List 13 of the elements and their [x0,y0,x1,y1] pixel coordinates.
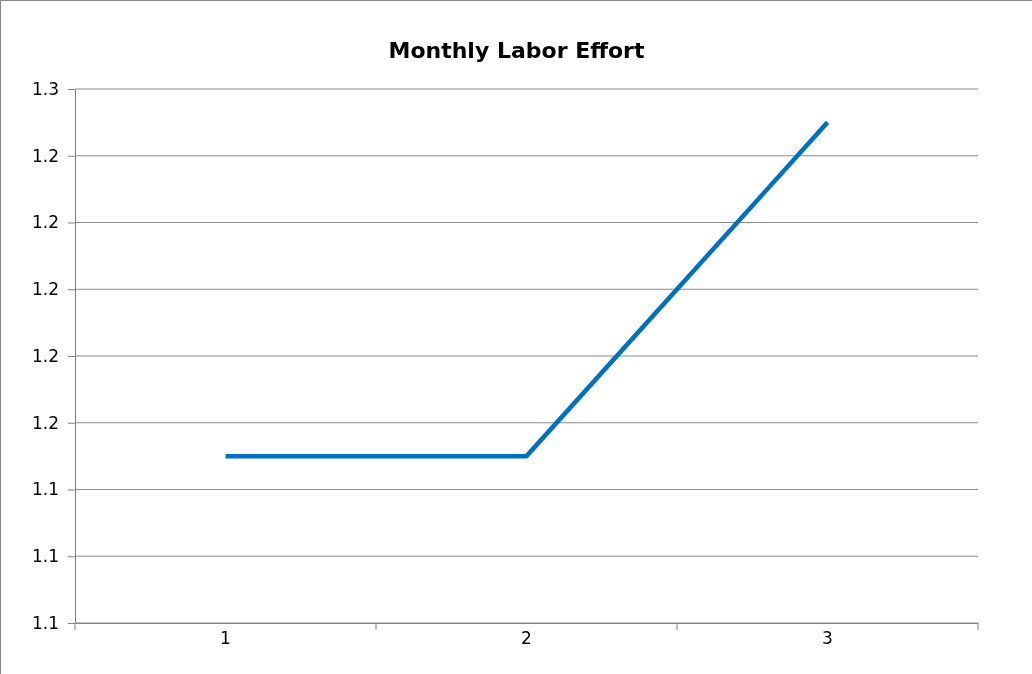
y-tick-label: 1.1 [31,612,59,633]
y-tick-label: 1.2 [31,145,59,166]
chart-title: Monthly Labor Effort [388,38,645,63]
x-tick-label: 1 [220,628,231,648]
y-tick-label: 1.1 [31,546,59,567]
x-tick-label: 2 [521,628,532,648]
y-tick-label: 1.3 [31,78,59,99]
y-tick-label: 1.1 [31,479,59,500]
y-tick-label: 1.2 [31,412,59,433]
x-tick-label: 3 [822,628,833,648]
y-tick-label: 1.2 [31,279,59,300]
y-tick-label: 1.2 [31,212,59,233]
y-tick-label: 1.2 [31,345,59,366]
